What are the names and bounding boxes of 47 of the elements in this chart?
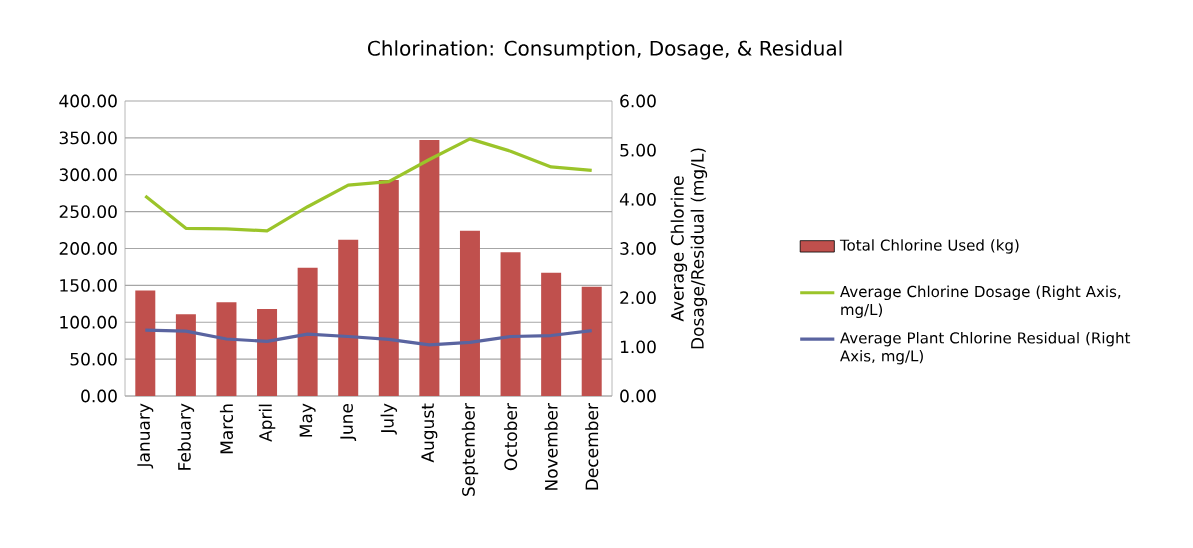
chart-title: Chlorination: Consumption, Dosage, & Residual bbox=[367, 40, 842, 60]
y-tick-label: 150.00 bbox=[60, 278, 117, 292]
y-tick-label: 200.00 bbox=[59, 242, 117, 255]
bar bbox=[378, 179, 399, 397]
y-tick-label: 100.00 bbox=[60, 315, 117, 329]
bar bbox=[500, 252, 521, 397]
line-series bbox=[143, 328, 594, 347]
y-tick-label: 250.00 bbox=[59, 205, 117, 219]
y2-tick-label: 3.00 bbox=[620, 242, 656, 255]
bar bbox=[257, 308, 278, 397]
y-tick-label: 50.00 bbox=[70, 352, 117, 366]
y-tick-label: 0.00 bbox=[81, 389, 117, 403]
y-tick-label: 400.00 bbox=[59, 94, 117, 108]
x-tick-label: September bbox=[461, 403, 479, 496]
bar bbox=[419, 140, 440, 397]
y2-tick-label: 1.00 bbox=[620, 340, 656, 354]
x-tick-label: January bbox=[137, 403, 154, 469]
x-tick-label: March bbox=[219, 404, 234, 454]
bar bbox=[135, 290, 156, 397]
x-tick-label: June bbox=[340, 403, 357, 441]
bar bbox=[541, 272, 562, 397]
y2-tick-label: 5.00 bbox=[620, 143, 656, 157]
y2-tick-label: 0.00 bbox=[620, 389, 656, 403]
x-tick-label: May bbox=[299, 403, 316, 437]
bar bbox=[297, 267, 318, 397]
legend-label: Average Plant Chlorine Residual (Right Axis, mg/L) bbox=[840, 331, 1131, 365]
y2-tick-label: 2.00 bbox=[620, 291, 656, 305]
x-tick-label: August bbox=[421, 403, 438, 463]
legend-label: Total Chlorine Used (kg) bbox=[839, 239, 1019, 254]
y-tick-label: 300.00 bbox=[59, 168, 117, 182]
line-series bbox=[143, 137, 594, 233]
y2-tick-label: 4.00 bbox=[619, 192, 656, 206]
bar bbox=[581, 286, 602, 397]
bar bbox=[175, 314, 196, 397]
bar bbox=[216, 302, 237, 397]
legend-label: Average Chlorine Dosage (Right Axis, mg/L) bbox=[840, 285, 1121, 319]
bar bbox=[338, 239, 359, 397]
y2-tick-label: 6.00 bbox=[620, 94, 656, 108]
y2-axis-title: Average Chlorine Dosage/Residual (mg/L) bbox=[670, 148, 708, 349]
x-tick-label: October bbox=[503, 403, 518, 471]
bar bbox=[459, 230, 480, 397]
x-tick-label: April bbox=[258, 404, 276, 442]
x-tick-label: Febuary bbox=[177, 403, 195, 470]
x-tick-label: November bbox=[544, 403, 558, 490]
x-tick-label: December bbox=[585, 403, 599, 490]
y-tick-label: 350.00 bbox=[59, 131, 117, 145]
x-tick-label: July bbox=[380, 403, 398, 435]
